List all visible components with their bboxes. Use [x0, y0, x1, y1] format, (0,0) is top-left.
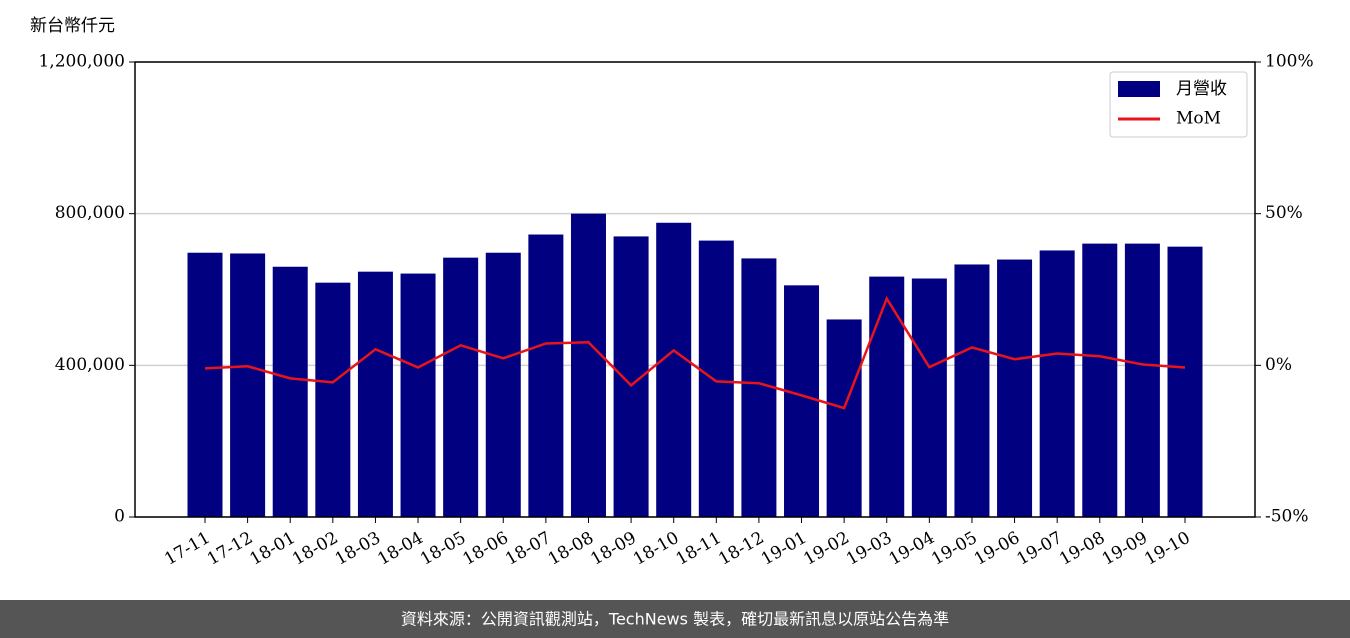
bar	[485, 252, 521, 518]
bar	[315, 282, 351, 517]
bar	[656, 222, 692, 517]
x-tick-label: 18-01	[247, 528, 299, 570]
bar	[1082, 243, 1118, 517]
x-tick-label: 18-10	[630, 528, 682, 570]
bar	[570, 213, 606, 517]
y-axis-label: 新台幣仟元	[30, 16, 115, 36]
x-tick-label: 18-05	[417, 528, 469, 570]
bar	[911, 278, 947, 517]
bar	[698, 240, 734, 517]
y-tick-label: 0	[114, 507, 125, 527]
bar	[826, 319, 862, 517]
x-tick-label: 18-02	[289, 528, 341, 570]
bar	[187, 252, 223, 518]
plot-frame	[134, 61, 1256, 518]
x-tick-label: 19-09	[1099, 528, 1151, 570]
bar	[272, 266, 308, 517]
x-tick-label: 18-11	[673, 528, 725, 570]
x-tick-label: 19-04	[886, 528, 938, 570]
legend-label: MoM	[1176, 109, 1221, 129]
y-tick-label: 800,000	[55, 203, 125, 223]
bar	[954, 264, 990, 517]
bar	[1167, 246, 1203, 517]
x-tick-label: 18-03	[332, 528, 384, 570]
x-tick-label: 18-12	[715, 528, 767, 570]
x-tick-label: 18-07	[502, 528, 554, 570]
y2-tick-label: 0%	[1265, 355, 1292, 375]
bar	[1124, 243, 1160, 517]
x-tick-label: 19-05	[928, 528, 980, 570]
y2-tick-label: 100%	[1265, 52, 1314, 72]
footer: 資料來源：公開資訊觀測站，TechNews 製表，確切最新訊息以原站公告為準	[401, 610, 949, 629]
bar	[230, 253, 266, 517]
y2-tick-label: 50%	[1265, 203, 1303, 223]
footer-bar	[0, 600, 1350, 638]
x-tick-label: 18-08	[545, 528, 597, 570]
x-tick-label: 19-01	[758, 528, 810, 570]
bar	[869, 276, 905, 517]
legend-label: 月營收	[1176, 79, 1227, 99]
bar	[1039, 250, 1075, 517]
y-tick-label: 400,000	[55, 355, 125, 375]
x-tick-label: 19-07	[1013, 528, 1065, 570]
x-tick-label: 19-02	[800, 528, 852, 570]
x-tick-label: 19-03	[843, 528, 895, 570]
bar	[784, 285, 820, 517]
x-tick-label: 18-06	[460, 528, 512, 570]
x-tick-label: 19-10	[1141, 528, 1193, 570]
bar	[400, 273, 436, 517]
bar	[997, 259, 1033, 517]
x-tick-label: 18-04	[374, 528, 426, 570]
legend-swatch	[1118, 81, 1160, 97]
bar	[443, 257, 479, 517]
x-tick-label: 17-11	[161, 528, 213, 570]
y-tick-label: 1,200,000	[38, 52, 125, 72]
x-tick-label: 17-12	[204, 528, 256, 570]
line	[204, 295, 1186, 410]
bar	[528, 234, 564, 518]
x-tick-label: 19-08	[1056, 528, 1108, 570]
y2-tick-label: -50%	[1265, 507, 1309, 527]
x-tick-label: 18-09	[587, 528, 639, 570]
x-tick-label: 19-06	[971, 528, 1023, 570]
bar	[357, 271, 393, 517]
